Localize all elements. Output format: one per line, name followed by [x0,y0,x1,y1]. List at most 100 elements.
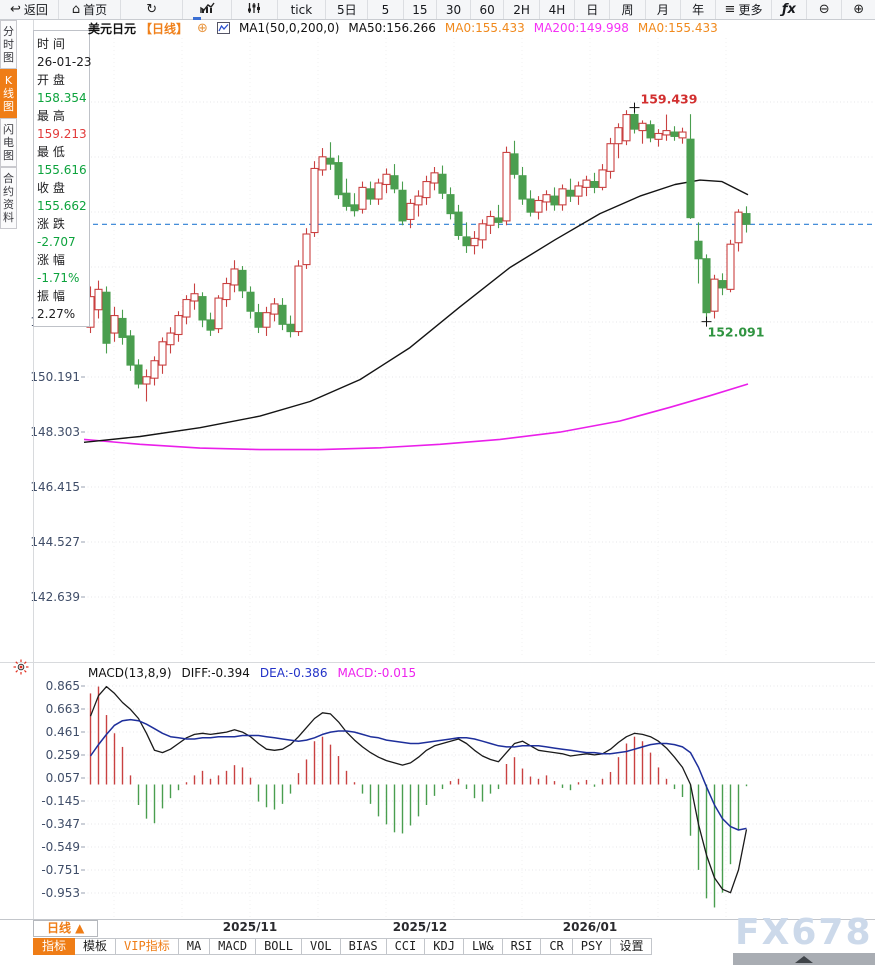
sidebar-item-contract-info[interactable]: 合约资料 [0,167,17,229]
info-label-close: 收 盘 [37,181,65,195]
tab-5m-label: 5 [381,2,390,17]
info-value-time: 26-01-23 [37,55,92,69]
tab-month-label: 月 [656,3,669,17]
home-button[interactable]: ⌂ 首页 [59,0,122,19]
macd-dea-value: DEA:-0.386 [259,666,328,680]
more-button[interactable]: ≡ 更多 [716,0,772,19]
sidebar-item-lightning-chart[interactable]: 闪电图 [0,118,17,167]
indicator-tabbar: 指标 模板 VIP指标 MA MACD BOLL VOL BIAS CCI KD… [33,938,653,955]
info-value-high: 159.213 [37,127,87,141]
tab-psy[interactable]: PSY [572,938,612,955]
info-value-low: 155.616 [37,163,87,177]
zoom-out-button[interactable]: ⊖ [807,0,843,19]
chart-type-sidebar: 分时图 K线图 闪电图 合约资料 [0,20,17,229]
back-label: 返回 [23,3,48,17]
tab-week[interactable]: 周 [610,0,646,19]
gridlines-layer [84,38,875,918]
tab-cr[interactable]: CR [541,938,573,955]
tab-indicator[interactable]: 指标 [33,938,76,955]
back-button[interactable]: ↩ 返回 [0,0,59,19]
zoom-in-icon: ⊕ [853,2,865,17]
ma200-line [83,383,749,451]
tab-vol[interactable]: VOL [301,938,341,955]
fx-functions-button[interactable]: ƒx [772,0,808,19]
svg-text:144.527: 144.527 [30,535,80,549]
tab-year[interactable]: 年 [681,0,717,19]
macd-lines [89,685,748,894]
tab-bias[interactable]: BIAS [340,938,387,955]
tab-settings[interactable]: 设置 [611,938,653,955]
indicator-settings-icon[interactable] [13,659,29,679]
svg-text:142.639: 142.639 [30,590,80,604]
svg-text:-0.549: -0.549 [41,840,80,854]
tab-boll[interactable]: BOLL [256,938,302,955]
x-axis-label-nov: 2025/11 [222,920,278,934]
tab-template[interactable]: 模板 [75,938,117,955]
fx-icon: ƒx [781,2,796,17]
mini-chart-icon[interactable] [216,21,230,35]
svg-text:-0.953: -0.953 [41,886,80,900]
zoom-in-button[interactable]: ⊕ [842,0,875,19]
tab-week-label: 周 [621,3,634,17]
macd-value: MACD:-0.015 [337,666,417,680]
tab-day[interactable]: 日 [575,0,611,19]
tab-5d[interactable]: 5日 [326,0,369,19]
ma200-value: MA200:149.998 [533,21,629,35]
tab-2h[interactable]: 2H [504,0,540,19]
period-dropdown-button[interactable]: 日线 ▲ [33,920,99,937]
refresh-icon: ↻ [146,2,158,17]
sidebar-item-time-chart[interactable]: 分时图 [0,20,17,69]
svg-text:0.663: 0.663 [46,702,80,716]
hamburger-icon: ≡ [724,2,736,17]
collapse-strip[interactable] [733,953,875,965]
add-indicator-icon[interactable]: ⊕ [197,20,208,36]
ma0-value-a: MA0:155.433 [444,21,525,35]
scroll-indicator [193,17,201,20]
svg-text:146.415: 146.415 [30,480,80,494]
candle-style-button[interactable] [232,0,278,19]
ma-settings: MA1(50,0,200,0) [238,21,340,35]
tab-macd[interactable]: MACD [210,938,257,955]
svg-text:-0.347: -0.347 [41,817,80,831]
y-axis-labels: 152.079150.191148.303146.415144.527142.6… [30,315,85,900]
sidebar-item-kline-chart[interactable]: K线图 [0,69,17,118]
tab-day-label: 日 [586,3,599,17]
ma0-value-b: MA0:155.433 [637,21,718,35]
tab-rsi[interactable]: RSI [502,938,542,955]
tab-kdj[interactable]: KDJ [425,938,464,955]
tab-tick[interactable]: tick [278,0,327,19]
info-value-open: 158.354 [37,91,87,105]
svg-text:0.259: 0.259 [46,748,80,762]
period-badge: 【日线】 [140,21,189,36]
tab-15m[interactable]: 15 [404,0,438,19]
tab-vip-indicator[interactable]: VIP指标 [116,938,179,955]
fx678-watermark: FX678 [735,912,873,953]
tab-4h[interactable]: 4H [540,0,576,19]
tab-ma[interactable]: MA [178,938,211,955]
info-label-change: 涨 跌 [37,217,65,231]
expand-arrow-icon [795,956,813,963]
tab-4h-label: 4H [548,2,566,17]
area-chart-icon [200,2,215,17]
tab-month[interactable]: 月 [646,0,681,19]
tab-15m-label: 15 [412,2,428,17]
candles-layer [86,107,751,402]
refresh-button[interactable]: ↻ [121,0,184,19]
area-chart-button[interactable] [183,0,233,19]
macd-histogram [89,686,748,908]
tab-lw[interactable]: LW& [463,938,503,955]
quote-info-panel: 时 间 26-01-23 开 盘 158.354 最 高 159.213 最 低… [33,30,92,327]
info-label-change-pct: 涨 幅 [37,253,65,267]
annotations-layer: 159.439 152.091 [629,92,764,340]
tab-5d-label: 5日 [336,3,357,17]
tab-60m-label: 60 [479,2,495,17]
tab-60m[interactable]: 60 [471,0,505,19]
tab-30m[interactable]: 30 [437,0,471,19]
tab-5m[interactable]: 5 [368,0,404,19]
high-price-annotation: 159.439 [641,92,698,107]
svg-text:-0.145: -0.145 [41,794,80,808]
macd-header: MACD(13,8,9) DIFF:-0.394 DEA:-0.386 MACD… [88,666,416,680]
tab-cci[interactable]: CCI [386,938,426,955]
